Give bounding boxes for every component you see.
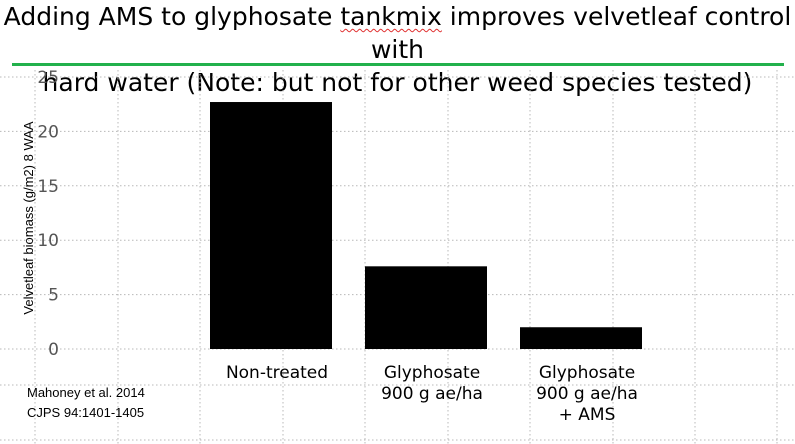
- title-text: Adding AMS to glyphosate: [3, 2, 341, 31]
- citation-line: Mahoney et al. 2014: [27, 385, 145, 400]
- y-tick-label: 15: [37, 177, 59, 197]
- y-tick-label: 10: [37, 231, 59, 251]
- x-category-label: Glyphosate: [384, 363, 480, 383]
- citation: Mahoney et al. 2014 CJPS 94:1401-1405: [27, 383, 145, 423]
- title-line-2: hard water (Note: but not for other weed…: [42, 68, 753, 97]
- x-category-label: Glyphosate: [539, 363, 635, 383]
- bar: [365, 266, 487, 349]
- title-divider: [12, 63, 784, 66]
- y-tick-label: 0: [48, 340, 59, 360]
- x-category-label: Non-treated: [226, 363, 328, 383]
- title-line-1: Adding AMS to glyphosate tankmix improve…: [0, 0, 795, 66]
- title-text: improves velvetleaf control with: [370, 2, 792, 64]
- x-category-label: + AMS: [559, 405, 616, 425]
- y-axis-title: Velvetleaf biomass (g/m2) 8 WAA: [21, 121, 36, 314]
- y-tick-label: 5: [48, 286, 59, 306]
- bar: [520, 327, 642, 349]
- citation-line: CJPS 94:1401-1405: [27, 405, 145, 420]
- x-category-label: 900 g ae/ha: [381, 384, 483, 404]
- bar: [210, 102, 332, 349]
- x-category-label: 900 g ae/ha: [536, 384, 638, 404]
- y-tick-label: 25: [37, 68, 59, 88]
- spellcheck-flagged-word: tankmix: [340, 2, 442, 31]
- y-tick-label: 20: [37, 122, 59, 142]
- slide-title: Adding AMS to glyphosate tankmix improve…: [0, 0, 795, 99]
